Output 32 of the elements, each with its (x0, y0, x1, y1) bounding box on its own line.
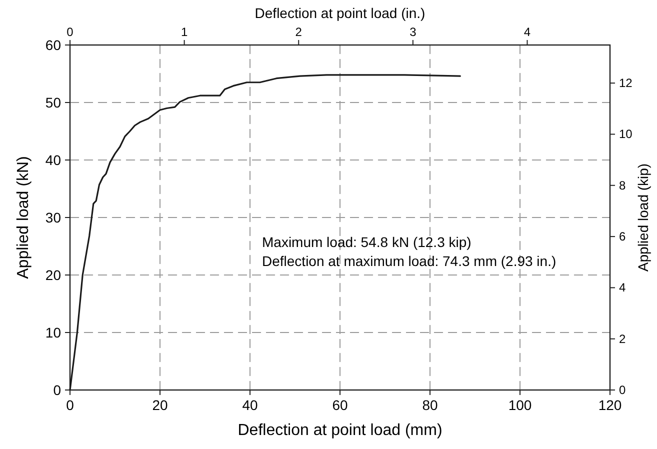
annotation: Deflection at maximum load: 74.3 mm (2.93 in.) (262, 253, 556, 269)
y2-tick-label: 6 (619, 230, 626, 244)
y-tick-label: 40 (45, 152, 62, 168)
y-axis-title: Applied load (kN) (15, 156, 32, 279)
x2-tick-label: 0 (66, 25, 74, 39)
x2-tick-label: 1 (180, 25, 188, 39)
y-tick-label: 10 (45, 324, 62, 340)
y-tick-label: 30 (45, 210, 62, 226)
x-tick-label: 120 (598, 397, 622, 413)
x-axis-title: Deflection at point load (mm) (238, 422, 442, 439)
x-tick-label: 40 (242, 397, 258, 413)
y2-axis-title: Applied load (kip) (635, 163, 651, 272)
x-tick-label: 80 (422, 397, 438, 413)
y2-tick-label: 0 (619, 383, 626, 397)
x2-tick-label: 2 (295, 25, 302, 39)
x-tick-label: 0 (66, 397, 74, 413)
x-tick-label: 60 (332, 397, 348, 413)
y2-tick-label: 8 (619, 178, 626, 192)
y2-tick-label: 12 (619, 76, 633, 90)
y2-tick-label: 2 (619, 332, 626, 346)
y-tick-label: 50 (45, 94, 62, 110)
x-tick-label: 20 (152, 397, 168, 413)
y-tick-label: 0 (53, 382, 62, 398)
y-tick-label: 60 (45, 37, 62, 53)
x-tick-label: 100 (508, 397, 532, 413)
y-tick-label: 20 (45, 267, 62, 283)
x2-tick-label: 4 (524, 25, 531, 39)
y2-tick-label: 10 (619, 127, 633, 142)
x2-axis-title: Deflection at point load (in.) (254, 5, 426, 21)
y2-tick-label: 4 (619, 280, 626, 295)
annotation: Maximum load: 54.8 kN (12.3 kip) (262, 234, 472, 250)
x2-tick-label: 3 (410, 25, 417, 39)
